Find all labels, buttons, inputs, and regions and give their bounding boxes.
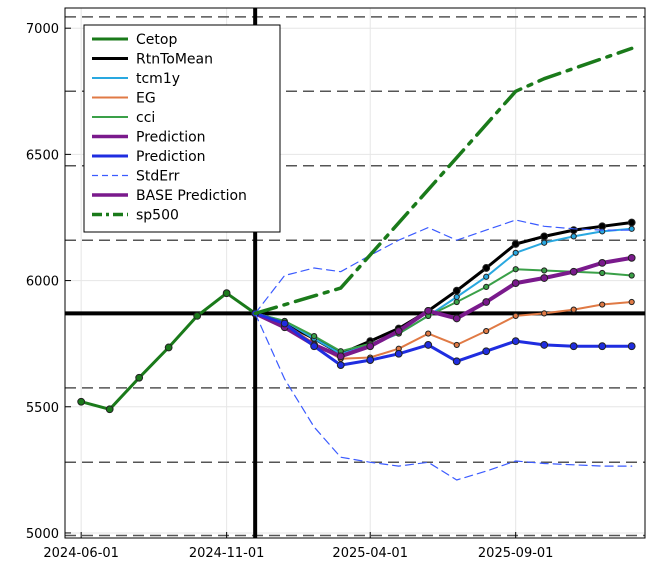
series-2-point-8 — [483, 273, 490, 280]
axes: 5000 5500 6000 6500 7000 2024-06-01 2024-11-01… — [26, 22, 554, 561]
series-1-point-8 — [482, 264, 491, 272]
series-6-point-13 — [627, 342, 636, 351]
series-4-point-13 — [628, 272, 635, 279]
series-5-point-8 — [482, 298, 491, 306]
series-1-point-13 — [627, 218, 636, 227]
ytick-label-2: 6000 — [26, 275, 59, 290]
legend-label-9: sp500 — [136, 208, 179, 224]
series-group — [77, 46, 636, 481]
series-5-point-13 — [627, 253, 636, 262]
xtick-label-2: 2025-04-01 — [332, 546, 408, 561]
ytick-label-0: 5000 — [26, 527, 59, 542]
series-line-7 — [254, 219, 633, 314]
series-1-point-9 — [511, 240, 520, 248]
series-0-point-4 — [193, 312, 202, 320]
series-6-point-11 — [569, 342, 578, 351]
series-3-point-11 — [570, 306, 577, 313]
plot-frame — [64, 7, 646, 539]
series-5-point-3 — [336, 352, 345, 361]
legend: Cetop RtnToMean tcm1y EG cci Prediction Predic… — [83, 24, 281, 233]
series-5-point-6 — [424, 306, 433, 315]
series-4-point-7 — [453, 298, 460, 306]
series-2-point-10 — [541, 239, 548, 246]
series-6-point-7 — [452, 357, 461, 366]
series-6-point-8 — [482, 347, 491, 356]
series-3-point-6 — [425, 330, 432, 337]
series-3-point-12 — [599, 301, 606, 308]
series-0-point-0 — [77, 397, 86, 406]
series-line-2 — [254, 227, 633, 355]
series-line-5 — [253, 255, 634, 359]
series-2-point-11 — [570, 233, 577, 240]
series-3-point-7 — [453, 341, 460, 349]
series-4-point-10 — [541, 267, 548, 274]
series-3-point-8 — [483, 327, 490, 335]
series-0-point-5 — [222, 289, 231, 298]
series-4-point-8 — [483, 283, 490, 290]
series-4-point-12 — [599, 269, 606, 277]
series-4-point-2 — [311, 332, 318, 340]
legend-label-6: Prediction — [136, 149, 206, 165]
legend-label-7: StdErr — [136, 169, 180, 185]
series-5-point-7 — [452, 314, 461, 323]
series-2-point-13 — [628, 225, 635, 232]
series-6-point-4 — [366, 356, 375, 364]
series-1-point-7 — [452, 286, 461, 295]
series-6-point-3 — [336, 361, 345, 370]
series-5-point-11 — [569, 267, 578, 276]
series-5-point-10 — [540, 274, 549, 282]
legend-label-5: Prediction — [136, 130, 206, 146]
series-6-point-2 — [310, 342, 319, 351]
ytick-label-3: 6500 — [26, 148, 59, 163]
series-4-point-9 — [512, 266, 519, 273]
series-0-point-3 — [164, 343, 173, 352]
series-6-point-10 — [540, 341, 549, 349]
legend-label-1: RtnToMean — [136, 52, 213, 68]
xtick-label-1: 2024-11-01 — [189, 546, 265, 561]
legend-label-3: EG — [136, 91, 156, 107]
series-0-point-2 — [135, 373, 144, 382]
series-6-point-1 — [280, 319, 289, 328]
series-3-point-10 — [541, 310, 548, 317]
series-5-point-12 — [598, 259, 607, 267]
series-1-point-11 — [569, 226, 578, 234]
series-5-point-4 — [366, 342, 375, 351]
xtick-label-0: 2024-06-01 — [43, 546, 119, 561]
ytick-label-1: 5500 — [26, 401, 59, 416]
legend-label-2: tcm1y — [136, 71, 180, 87]
series-0-point-1 — [105, 405, 114, 414]
xtick-label-3: 2025-09-01 — [478, 546, 554, 561]
ytick-label-4: 7000 — [26, 22, 59, 37]
series-2-point-7 — [453, 293, 460, 301]
series-line-6 — [253, 311, 634, 367]
series-5-point-5 — [394, 327, 403, 335]
series-5-point-9 — [511, 279, 520, 287]
series-6-point-9 — [511, 337, 520, 346]
series-2-point-9 — [512, 249, 519, 256]
legend-label-0: Cetop — [136, 32, 177, 48]
series-line-10 — [253, 46, 634, 316]
series-6-point-6 — [424, 341, 433, 349]
series-3-point-9 — [512, 312, 519, 320]
series-1-point-10 — [540, 232, 549, 241]
series-6-point-12 — [598, 342, 607, 351]
legend-label-4: cci — [136, 110, 155, 126]
legend-label-8: BASE Prediction — [136, 188, 247, 204]
series-line-8 — [254, 312, 633, 481]
series-6-point-5 — [394, 349, 403, 358]
series-3-point-13 — [628, 298, 635, 306]
